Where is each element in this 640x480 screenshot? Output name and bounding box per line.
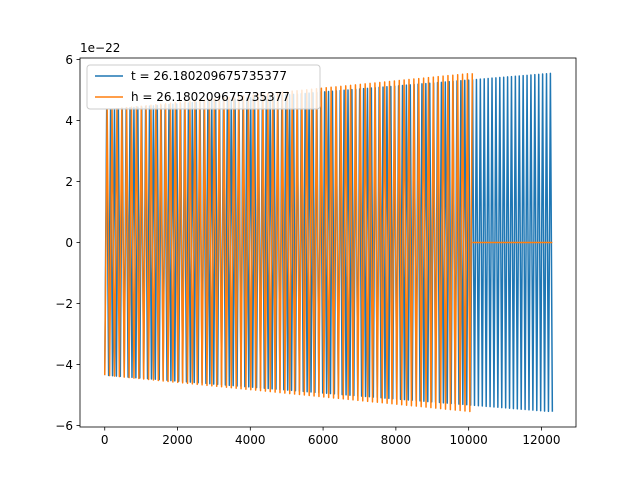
y-tick-label: −6 — [55, 419, 73, 433]
legend-label-h: h = 26.180209675735377 — [131, 90, 290, 104]
legend-box — [86, 64, 321, 110]
x-tick-label: 6000 — [308, 433, 339, 447]
series-line-1 — [104, 72, 553, 413]
y-tick-label: −4 — [55, 358, 73, 372]
y-tick-label: 6 — [65, 53, 73, 67]
y-tick-label: 0 — [65, 236, 73, 250]
x-tick-label: 10000 — [450, 433, 488, 447]
x-tick-label: 12000 — [522, 433, 560, 447]
x-tick-label: 8000 — [381, 433, 412, 447]
series-line-0 — [104, 72, 554, 413]
series-layer — [104, 72, 554, 413]
y-tick-label: −2 — [55, 297, 73, 311]
y-tick-label: 2 — [65, 175, 73, 189]
legend-label-t: t = 26.180209675735377 — [131, 69, 287, 83]
y-offset-label: 1e−22 — [80, 41, 120, 55]
axes-layer: 0 2000 4000 6000 8000 10000 12000 −6 −4 −2 0 2 4 6 — [55, 53, 577, 447]
y-tick-label: 4 — [65, 114, 73, 128]
x-tick-label: 4000 — [235, 433, 266, 447]
x-tick-label: 0 — [101, 433, 109, 447]
legend: t = 26.180209675735377 h = 26.1802096757… — [86, 64, 321, 110]
x-tick-label: 2000 — [162, 433, 193, 447]
